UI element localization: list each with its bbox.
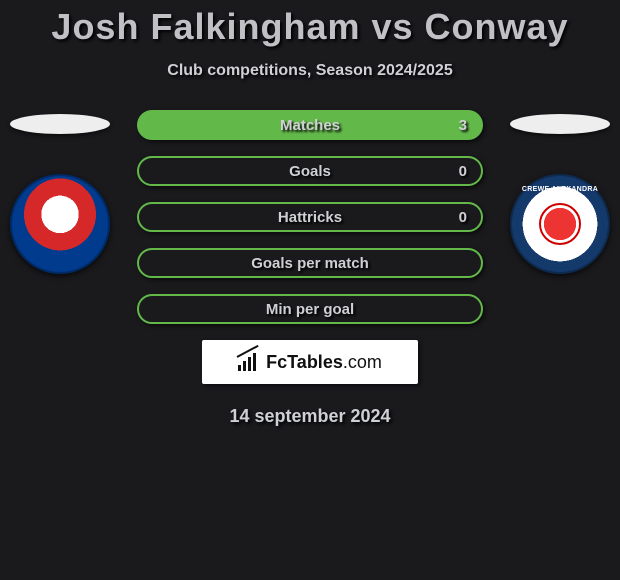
stat-gpm-label: Goals per match <box>251 255 369 272</box>
bar-chart-icon <box>238 353 260 371</box>
player-right-column <box>500 110 620 274</box>
stat-row-min-per-goal: Min per goal <box>137 294 483 324</box>
page-subtitle: Club competitions, Season 2024/2025 <box>0 62 620 80</box>
harrogate-town-crest <box>10 174 110 274</box>
stat-row-goals-per-match: Goals per match <box>137 248 483 278</box>
brand-name-domain: .com <box>343 352 382 372</box>
stat-goals-label: Goals <box>289 163 331 180</box>
stat-row-hattricks: Hattricks 0 <box>137 202 483 232</box>
snapshot-date: 14 september 2024 <box>0 406 620 427</box>
brand-name-main: FcTables <box>266 352 343 372</box>
page-title: Josh Falkingham vs Conway <box>0 0 620 48</box>
stat-hattricks-right: 0 <box>459 209 467 226</box>
player-left-column <box>0 110 120 274</box>
stat-row-matches: Matches 3 <box>137 110 483 140</box>
comparison-content: Matches 3 Goals 0 Hattricks 0 Goals per … <box>0 110 620 427</box>
stat-row-goals: Goals 0 <box>137 156 483 186</box>
crewe-alexandra-crest <box>510 174 610 274</box>
stat-mpg-label: Min per goal <box>266 301 354 318</box>
stat-hattricks-label: Hattricks <box>278 209 342 226</box>
stat-goals-right: 0 <box>459 163 467 180</box>
brand-attribution[interactable]: FcTables.com <box>202 340 418 384</box>
brand-name: FcTables.com <box>266 352 382 373</box>
stat-matches-label: Matches <box>280 117 340 134</box>
player-left-flag <box>10 114 110 134</box>
stats-list: Matches 3 Goals 0 Hattricks 0 Goals per … <box>137 110 483 324</box>
stat-matches-right: 3 <box>459 117 467 134</box>
player-right-flag <box>510 114 610 134</box>
